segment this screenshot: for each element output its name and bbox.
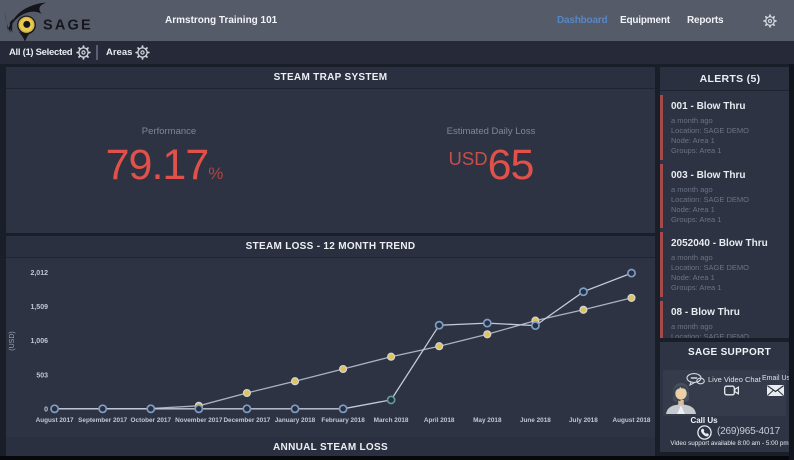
- svg-text:2,012: 2,012: [30, 270, 48, 277]
- svg-text:October 2017: October 2017: [131, 417, 172, 424]
- svg-text:March 2018: March 2018: [374, 417, 409, 424]
- svg-text:April 2018: April 2018: [424, 417, 455, 424]
- svg-text:1,509: 1,509: [30, 304, 48, 311]
- svg-text:503: 503: [36, 372, 48, 379]
- svg-text:0: 0: [44, 406, 48, 413]
- svg-text:September 2017: September 2017: [78, 417, 127, 424]
- svg-text:November 2017: November 2017: [175, 417, 223, 424]
- svg-text:1,006: 1,006: [30, 338, 48, 345]
- svg-text:(USD): (USD): [9, 331, 16, 350]
- svg-text:February 2018: February 2018: [321, 417, 365, 424]
- svg-text:August 2018: August 2018: [612, 417, 650, 424]
- svg-text:June 2018: June 2018: [520, 417, 551, 424]
- svg-text:July 2018: July 2018: [569, 417, 598, 424]
- svg-text:August 2017: August 2017: [36, 417, 74, 424]
- svg-text:May 2018: May 2018: [473, 417, 502, 424]
- svg-text:December 2017: December 2017: [223, 417, 270, 424]
- svg-text:SAGE: SAGE: [43, 18, 93, 34]
- svg-text:January 2018: January 2018: [275, 417, 316, 424]
